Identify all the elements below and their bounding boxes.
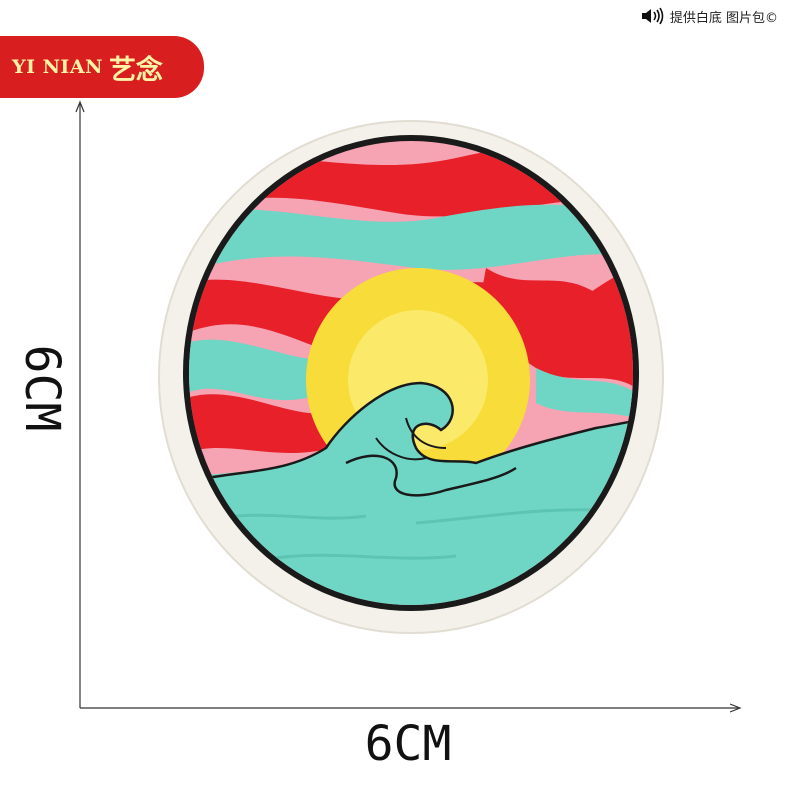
brand-latin: YI NIAN [12, 56, 103, 78]
embroidered-patch [158, 120, 664, 634]
height-label: 6CM [14, 344, 70, 432]
top-note: 提供白底 图片包© [640, 6, 778, 26]
brand-chinese: 艺念 [108, 54, 163, 86]
top-note-text: 提供白底 图片包© [669, 10, 778, 26]
speaker-icon [641, 7, 664, 25]
horizontal-arrow-icon [729, 703, 742, 713]
width-label: 6CM [364, 716, 452, 772]
vertical-arrow-icon [75, 100, 85, 113]
brand-banner: YI NIAN 艺念 [0, 36, 204, 98]
